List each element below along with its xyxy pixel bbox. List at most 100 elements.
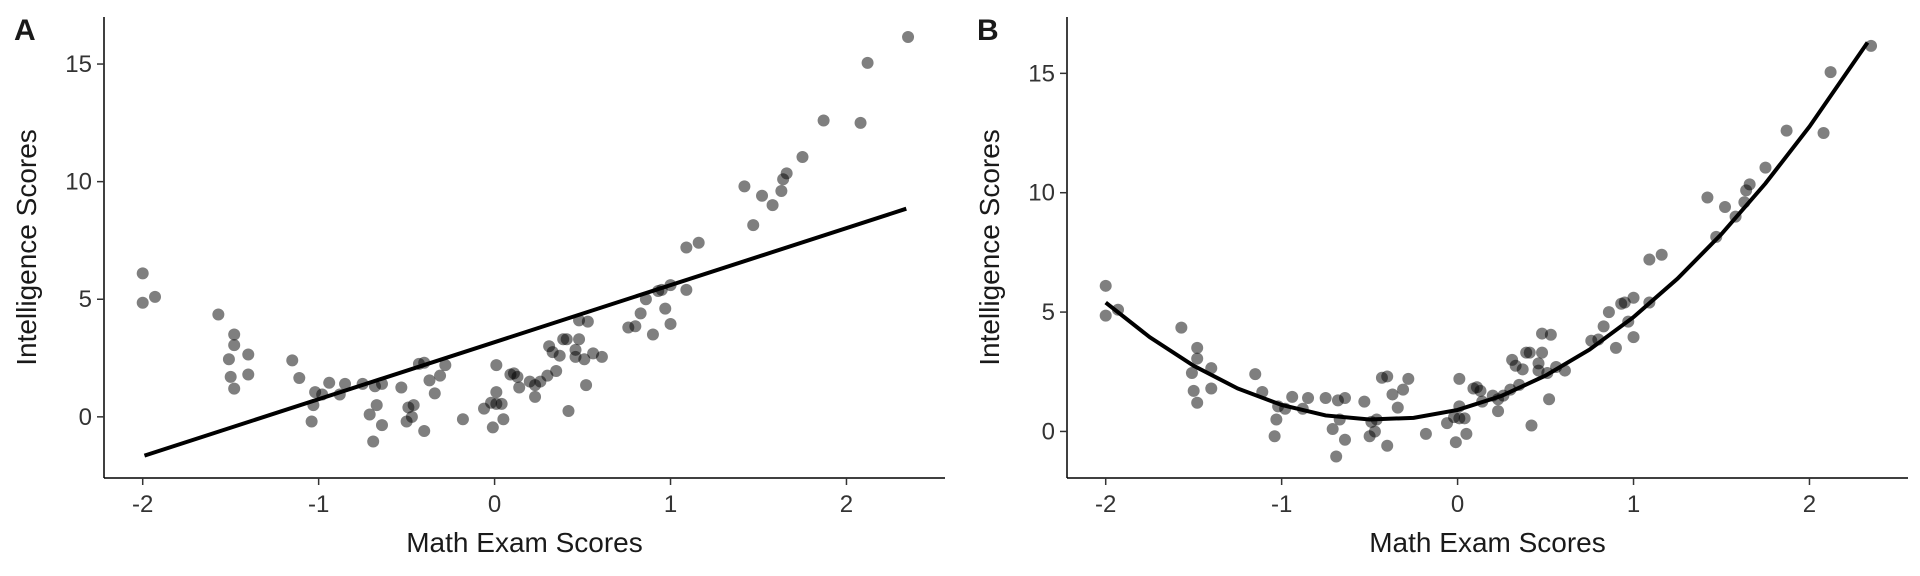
data-point — [747, 219, 760, 232]
data-point — [1099, 279, 1112, 292]
data-point — [1249, 368, 1262, 381]
data-point — [595, 350, 608, 363]
data-point — [511, 370, 524, 383]
data-point — [1780, 124, 1793, 137]
data-point — [646, 328, 659, 341]
fit-line — [143, 206, 907, 458]
data-point — [562, 404, 575, 417]
data-point — [1543, 393, 1556, 406]
data-point — [580, 379, 593, 392]
data-point — [738, 180, 751, 193]
data-point — [553, 349, 566, 362]
y-tick-label: 0 — [1042, 418, 1055, 445]
data-point — [1185, 366, 1198, 379]
data-point — [1544, 328, 1557, 341]
data-point — [1419, 427, 1432, 440]
data-point — [228, 339, 241, 352]
data-point — [1368, 425, 1381, 438]
x-tick-label: 2 — [1803, 491, 1816, 518]
fit-line — [1104, 41, 1870, 422]
data-point — [1175, 321, 1188, 334]
data-point — [339, 377, 352, 390]
data-point — [1719, 201, 1732, 214]
data-point — [402, 401, 415, 414]
y-axis-title: Intelligence Scores — [11, 129, 42, 366]
data-point — [780, 167, 793, 180]
data-point — [286, 354, 299, 367]
x-tick-label: 0 — [488, 491, 501, 518]
x-tick-label: 1 — [1627, 491, 1640, 518]
data-point — [1523, 346, 1536, 359]
data-point — [664, 317, 677, 330]
data-point — [796, 150, 809, 163]
data-point — [428, 387, 441, 400]
data-point — [1865, 39, 1878, 52]
data-point — [639, 293, 652, 306]
data-point — [1205, 382, 1218, 395]
data-point — [497, 413, 510, 426]
x-tick-label: 2 — [840, 491, 853, 518]
data-point — [1627, 331, 1640, 344]
data-point — [136, 267, 149, 280]
data-point — [149, 290, 162, 303]
data-point — [560, 333, 573, 346]
data-point — [766, 199, 779, 212]
data-point — [1701, 191, 1714, 204]
data-point — [1286, 390, 1299, 403]
data-point — [1525, 419, 1538, 432]
data-point — [692, 236, 705, 249]
data-point — [1453, 372, 1466, 385]
data-point — [363, 408, 376, 421]
data-point — [1326, 423, 1339, 436]
data-point — [242, 368, 255, 381]
data-point — [439, 359, 452, 372]
data-point — [495, 397, 508, 410]
data-point — [1536, 327, 1549, 340]
data-point — [1458, 412, 1471, 425]
data-point — [775, 185, 788, 198]
data-point — [817, 114, 830, 127]
data-point — [569, 343, 582, 356]
data-point — [1460, 427, 1473, 440]
x-tick-label: -1 — [1271, 491, 1292, 518]
data-point — [1824, 66, 1837, 79]
data-point — [1358, 395, 1371, 408]
data-point — [136, 296, 149, 309]
data-point — [1474, 384, 1487, 397]
data-point — [1338, 392, 1351, 405]
data-point — [1187, 384, 1200, 397]
data-point — [405, 410, 418, 423]
x-tick-label: -2 — [1095, 491, 1116, 518]
data-point — [854, 116, 867, 129]
data-point — [573, 333, 586, 346]
data-point — [659, 302, 672, 315]
data-point — [1643, 253, 1656, 266]
data-point — [1402, 372, 1415, 385]
y-tick-label: 15 — [1028, 60, 1055, 87]
data-point — [756, 189, 769, 202]
data-point — [1655, 248, 1668, 261]
data-point — [529, 390, 542, 403]
data-point — [1319, 392, 1332, 405]
data-point — [305, 415, 318, 428]
x-tick-label: 0 — [1451, 491, 1464, 518]
data-point — [1627, 291, 1640, 304]
data-point — [1381, 439, 1394, 452]
y-tick-label: 5 — [79, 286, 92, 313]
data-point — [1386, 388, 1399, 401]
x-tick-label: 1 — [664, 491, 677, 518]
y-tick-label: 10 — [1028, 180, 1055, 207]
data-point — [434, 369, 447, 382]
y-tick-label: 5 — [1042, 299, 1055, 326]
data-point — [212, 308, 225, 321]
data-point — [550, 364, 563, 377]
data-point — [629, 320, 642, 333]
data-point — [513, 381, 526, 394]
data-point — [1609, 341, 1622, 354]
data-point — [486, 421, 499, 434]
data-point — [367, 435, 380, 448]
data-point — [1268, 430, 1281, 443]
data-point — [902, 30, 915, 43]
data-point — [228, 328, 241, 341]
